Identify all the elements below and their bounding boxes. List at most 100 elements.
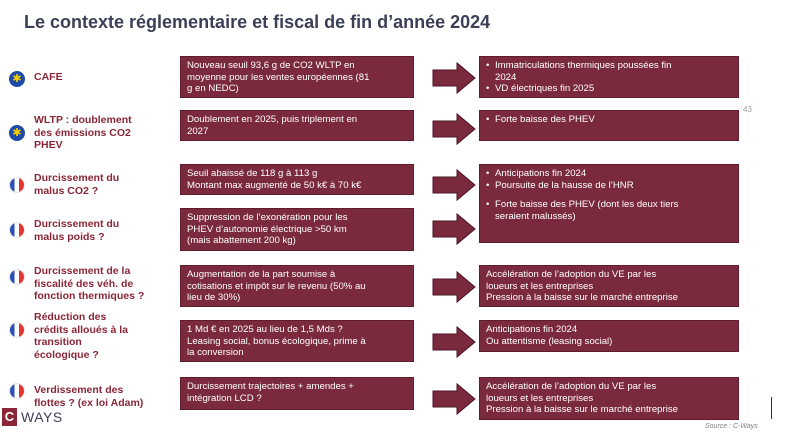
measure-label: Durcissement du malus CO2 ? [34, 172, 119, 197]
measure-label-line: malus poids ? [34, 230, 105, 243]
consequence-list: Accélération de l’adoption du VE par les… [486, 269, 732, 304]
measure-detail-line: la conversion [187, 347, 244, 358]
consequence-item-line: Poursuite de la hausse de l’HNR [495, 179, 634, 191]
consequence-item: Poursuite de la hausse de l’HNR [486, 180, 732, 192]
consequence-item-line: Anticipations fin 2024 [486, 324, 578, 335]
consequence-item-line: Ou attentisme (leasing social) [486, 335, 613, 347]
consequence-item-line: loueurs et les entreprises [486, 392, 594, 404]
consequence-item-line: Pression à la baisse sur le marché entre… [486, 292, 678, 303]
consequence-list: Forte baisse des PHEV [486, 114, 732, 126]
measure-label: Durcissement de la fiscalité des véh. de f… [34, 265, 144, 303]
eu-flag-icon [9, 125, 25, 141]
consequence-list: Accélération de l’adoption du VE par les… [486, 381, 732, 416]
consequence-box: Accélération de l’adoption du VE par les… [479, 265, 739, 307]
consequence-item: Ou attentisme (leasing social) [486, 336, 732, 348]
consequence-item: Forte baisse des PHEV (dont les deux tie… [486, 199, 732, 222]
consequence-item: Anticipations fin 2024 [486, 324, 732, 336]
consequence-item-line: seraient malussés) [495, 210, 576, 222]
measure-label-line: fiscalité des véh. de [34, 277, 134, 290]
measure-detail-line: Leasing social, bonus écologique, prime … [187, 335, 366, 347]
measure-detail-box: Seuil abaissé de 118 g à 113 g Montant ma… [180, 164, 414, 195]
measure-label-line: Durcissement de la [34, 265, 131, 277]
measure-detail-line: g en NEDC) [187, 83, 239, 94]
consequence-item: Accélération de l’adoption du VE par les… [486, 381, 732, 404]
measure-detail-box: Suppression de l’exonération pour les PHE… [180, 208, 414, 251]
right-arrow-icon [432, 382, 476, 416]
measure-label-line: CAFE [34, 71, 63, 83]
measure-detail-box: Augmentation de la part soumise à cotisat… [180, 265, 414, 307]
measure-label: CAFE [34, 71, 63, 84]
measure-label: WLTP : doublement des émissions CO2 PHEV [34, 114, 132, 152]
right-arrow-icon [432, 270, 476, 304]
measure-label: Verdissement des flottes ? (ex loi Adam) [34, 384, 143, 409]
measure-label-line: Réduction des [34, 311, 107, 323]
measure-detail-line: Suppression de l’exonération pour les [187, 212, 348, 223]
measure-label: Réduction des crédits alloués à la transit… [34, 311, 128, 361]
consequence-box: Accélération de l’adoption du VE par les… [479, 377, 739, 420]
consequence-list: Immatriculations thermiques poussées fin… [486, 60, 732, 95]
consequence-item: Forte baisse des PHEV [486, 114, 732, 126]
measure-detail-line: Nouveau seuil 93,6 g de CO2 WLTP en [187, 60, 355, 71]
consequence-item: Pression à la baisse sur le marché entre… [486, 404, 732, 416]
consequence-item-line: Accélération de l’adoption du VE par les [486, 269, 657, 280]
measure-detail-box: Durcissement trajectoires + amendes + int… [180, 377, 414, 410]
consequence-item-line: Forte baisse des PHEV (dont les deux tie… [495, 199, 679, 210]
consequence-list: Anticipations fin 2024Poursuite de la ha… [486, 168, 732, 222]
measure-label-line: crédits alloués à la [34, 323, 128, 336]
measure-detail-line: Durcissement trajectoires + amendes + [187, 381, 354, 392]
consequence-box: Anticipations fin 2024 Ou attentisme (lea… [479, 320, 739, 352]
consequence-item-line: Accélération de l’adoption du VE par les [486, 381, 657, 392]
measure-label-line: fonction thermiques ? [34, 290, 145, 302]
consequence-list: Anticipations fin 2024 Ou attentisme (lea… [486, 324, 732, 347]
logo-c-mark: C [2, 408, 17, 426]
eu-flag-icon [9, 71, 25, 87]
france-flag-icon [9, 383, 25, 399]
measure-label-line: des émissions CO2 [34, 126, 131, 139]
page-number: 43 [743, 105, 752, 114]
consequence-item: Anticipations fin 2024 [486, 168, 732, 180]
consequence-box: Forte baisse des PHEV [479, 110, 739, 141]
consequence-item-line: Immatriculations thermiques poussées fin [495, 60, 672, 71]
page-title: Le contexte réglementaire et fiscal de f… [24, 12, 491, 32]
measure-detail-line: lieu de 30%) [187, 292, 241, 303]
measure-label-line: écologique ? [34, 348, 99, 361]
measure-detail-line: Augmentation de la part soumise à [187, 269, 336, 280]
measure-label-line: Verdissement des [34, 384, 124, 396]
measure-label-line: WLTP : doublement [34, 114, 132, 126]
measure-label-line: transition [34, 336, 82, 348]
consequence-item-line: Pression à la baisse sur le marché entre… [486, 404, 678, 415]
measure-detail-line: intégration LCD ? [187, 392, 262, 404]
divider-line [771, 397, 772, 419]
right-arrow-icon [432, 325, 476, 359]
measure-detail-line: PHEV d’autonomie électrique >50 km [187, 223, 347, 235]
measure-detail-line: moyenne pour les ventes européennes (81 [187, 71, 370, 83]
consequence-item-line: VD électriques fin 2025 [495, 83, 595, 94]
consequence-item-line: Forte baisse des PHEV [495, 114, 595, 125]
measure-label-line: malus CO2 ? [34, 184, 99, 197]
measure-detail-line: 1 Md € en 2025 au lieu de 1,5 Mds ? [187, 324, 343, 335]
measure-label-line: Durcissement du [34, 218, 120, 230]
france-flag-icon [9, 269, 25, 285]
measure-label-line: flottes ? (ex loi Adam) [34, 396, 144, 409]
measure-label-line: Durcissement du [34, 172, 120, 184]
consequence-box: Immatriculations thermiques poussées fin… [479, 56, 739, 98]
logo-wordmark: WAYS [21, 409, 63, 425]
measure-detail-line: (mais abattement 200 kg) [187, 235, 296, 246]
measure-detail-box: Nouveau seuil 93,6 g de CO2 WLTP en moyen… [180, 56, 414, 98]
france-flag-icon [9, 322, 25, 338]
measure-detail-line: Seuil abaissé de 118 g à 113 g [187, 168, 318, 179]
right-arrow-icon [432, 168, 476, 202]
right-arrow-icon [432, 61, 476, 95]
measure-detail-line: cotisations et impôt sur le revenu (50% … [187, 280, 366, 292]
right-arrow-icon [432, 212, 476, 246]
measure-detail-box: 1 Md € en 2025 au lieu de 1,5 Mds ? Leasi… [180, 320, 414, 362]
consequence-box: Anticipations fin 2024Poursuite de la ha… [479, 164, 739, 243]
consequence-item: Immatriculations thermiques poussées fin… [486, 60, 732, 83]
measure-detail-line: Doublement en 2025, puis triplement en [187, 114, 358, 125]
source-note: Source : C-Ways [705, 423, 758, 430]
consequence-item: Pression à la baisse sur le marché entre… [486, 292, 732, 304]
consequence-item-line: 2024 [495, 71, 517, 83]
measure-detail-line: Montant max augmenté de 50 k€ à 70 k€ [187, 179, 362, 191]
france-flag-icon [9, 177, 25, 193]
measure-detail-box: Doublement en 2025, puis triplement en 20… [180, 110, 414, 141]
